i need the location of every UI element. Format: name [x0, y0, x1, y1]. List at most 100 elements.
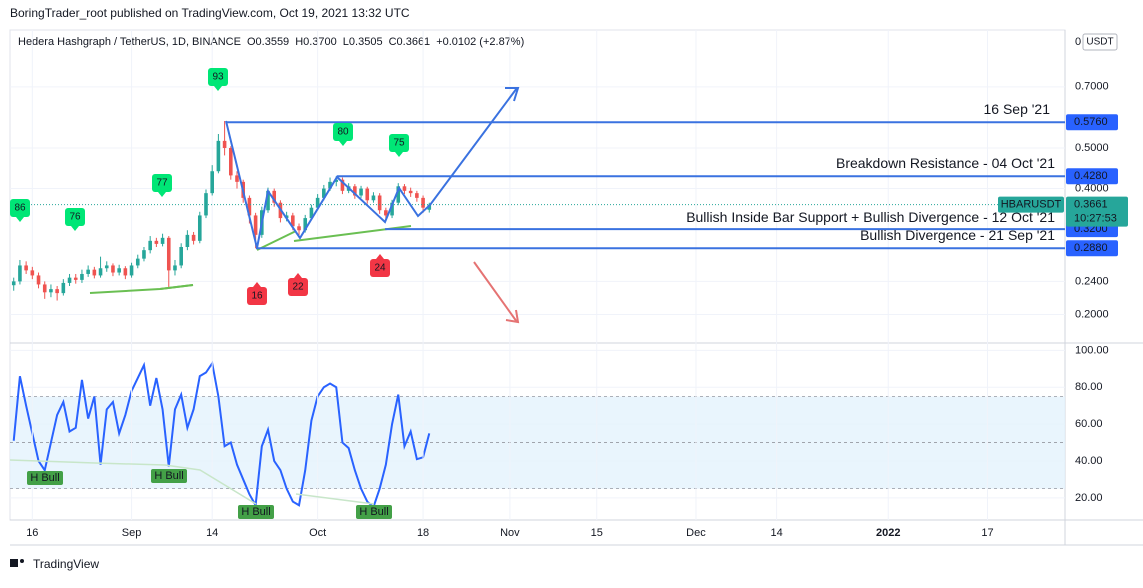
candle-body [173, 265, 177, 271]
y-tick-label: 0.5000 [1075, 142, 1109, 154]
y-tick-label: 0.2400 [1075, 275, 1109, 287]
divergence-line [295, 493, 375, 505]
arrow-head [505, 309, 520, 324]
candle-body [80, 273, 84, 280]
level-label: 16 Sep '21 [983, 101, 1050, 117]
x-tick-label: 18 [417, 527, 429, 539]
badge-pointer [294, 273, 302, 278]
badge-label: 22 [292, 282, 304, 293]
y-tick-label: 0.2000 [1075, 308, 1109, 320]
price-tag-label: 0.5760 [1074, 116, 1108, 128]
candle-body [272, 190, 277, 203]
candle-body [415, 193, 419, 198]
candle-body [359, 188, 363, 196]
symbol-tag [998, 196, 1064, 213]
candle-body [297, 226, 301, 231]
price-tag [1066, 114, 1118, 131]
badge-label: 80 [337, 127, 349, 138]
badge-pointer [158, 192, 166, 197]
bear-arrow [473, 261, 518, 323]
osc-tick-label: 80.00 [1075, 381, 1103, 393]
axis-top: 0 [1075, 36, 1081, 48]
overlay: 0.7000 0.5000 0.4000 0.2400 0.2000 100.00 80.0… [10, 68, 1128, 539]
trend-line [159, 284, 194, 290]
candle-body [42, 284, 47, 293]
logo-mark [20, 559, 24, 563]
badge-label: 93 [212, 72, 224, 83]
candle-body [111, 265, 115, 273]
candle-body [253, 215, 258, 235]
candle-body [142, 250, 146, 259]
badge-pointer [253, 282, 261, 287]
badge [65, 208, 85, 226]
candle-body [160, 237, 165, 244]
candle-body [154, 240, 159, 244]
osc-tick-label: 60.00 [1075, 418, 1103, 430]
badge [152, 174, 172, 192]
osc-tick-label: 40.00 [1075, 455, 1103, 467]
x-tick-label: Oct [309, 527, 326, 539]
badge-pointer [395, 152, 403, 157]
candle-body [191, 234, 196, 241]
badge-label: 76 [69, 212, 81, 223]
candle-body [235, 175, 239, 182]
legend: Hedera Hashgraph / TetherUS, 1D, BINANCE… [18, 36, 524, 48]
ohlc-value: 0.3559 [256, 36, 290, 48]
candle-body [185, 234, 190, 247]
candle-body [408, 190, 413, 194]
candle-body [67, 277, 72, 283]
byline: BoringTrader_root published on TradingVi… [10, 6, 410, 20]
divergence-label: H Bull [30, 472, 59, 484]
last-tag-value: 0.3661 [1074, 199, 1108, 211]
candle-body [104, 265, 109, 269]
price-tag-label: 0.2880 [1074, 242, 1108, 254]
badge [208, 68, 228, 86]
currency: USDT [1086, 37, 1113, 48]
candle-body [353, 186, 357, 196]
logo-mark [10, 559, 18, 567]
footer-logo [10, 559, 24, 567]
candle-body [49, 289, 53, 293]
ohlc-key: L [343, 36, 349, 48]
badge-pointer [16, 217, 24, 222]
x-tick-label: 16 [26, 527, 38, 539]
candle-body [117, 268, 121, 273]
candle-body [396, 186, 401, 203]
badge [288, 278, 308, 296]
candle-body [73, 277, 78, 280]
x-tick-label: 2022 [876, 527, 900, 539]
badge [247, 287, 267, 305]
x-tick-label: Sep [122, 527, 142, 539]
divergence-line [9, 459, 257, 505]
candle-body [377, 195, 382, 211]
trend-line [256, 230, 297, 251]
badge-pointer [214, 86, 222, 91]
candle-body [92, 269, 97, 276]
ohlc-key: C [389, 36, 397, 48]
level-label: Bullish Divergence - 21 Sep '21 [860, 227, 1055, 243]
divergence-badge [27, 471, 63, 485]
candle-body [222, 140, 227, 148]
divergence-label: H Bull [154, 470, 183, 482]
symbol: Hedera Hashgraph / TetherUS, 1D, BINANCE [18, 36, 241, 48]
candle-body [18, 265, 22, 282]
candle-body [86, 269, 90, 274]
candle-body [228, 147, 233, 176]
symbol-tag-label: HBARUSDT [1001, 199, 1062, 211]
level-label: Breakdown Resistance - 04 Oct '21 [836, 155, 1055, 171]
candle-body [303, 218, 308, 231]
ohlc-key: H [295, 36, 303, 48]
candle-body [24, 265, 28, 271]
footer: TradingView [33, 557, 99, 571]
candle-body [334, 179, 339, 182]
candle-body [36, 275, 41, 285]
badge [333, 123, 353, 141]
osc-tick-label: 100.00 [1075, 344, 1109, 356]
badge-pointer [339, 141, 347, 146]
candle-body [135, 258, 140, 266]
candle-body [30, 270, 35, 276]
divergence-label: H Bull [241, 506, 270, 518]
ohlc-value: 0.3661 [397, 36, 431, 48]
candle-body [365, 188, 370, 201]
